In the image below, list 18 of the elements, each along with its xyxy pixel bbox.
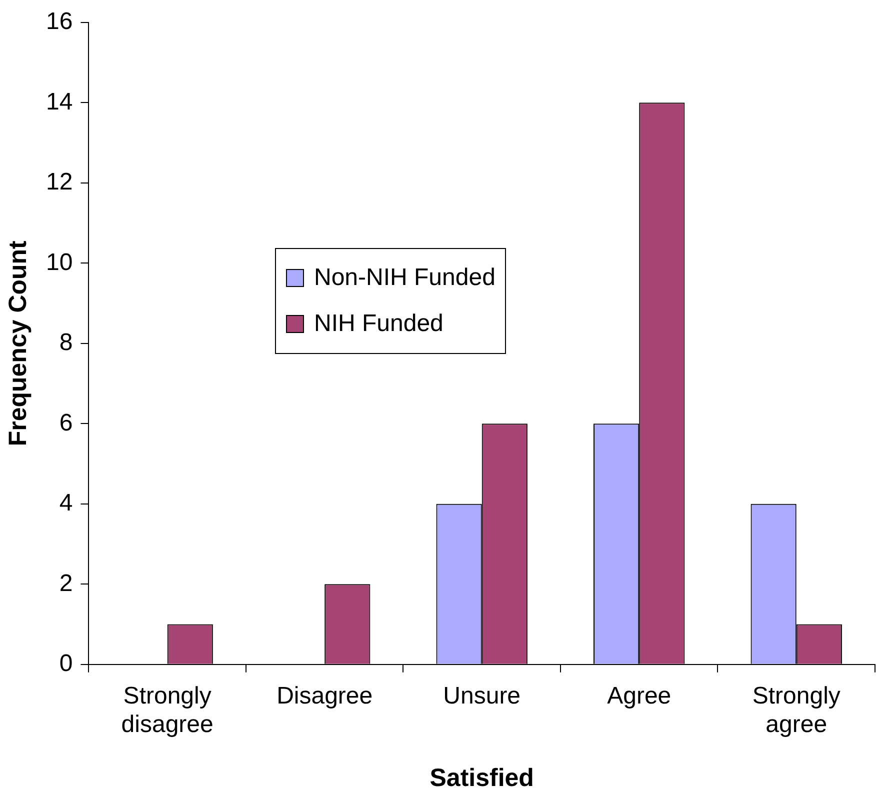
x-tick-label: Unsure: [443, 682, 521, 710]
y-tick-label: 16: [46, 8, 73, 36]
y-tick-label: 2: [59, 570, 73, 597]
x-tick-label: Strongly disagree: [121, 682, 214, 738]
y-axis-title: Frequency Count: [4, 240, 32, 446]
y-tick-label: 10: [46, 248, 73, 276]
y-tick-label: 0: [59, 650, 73, 678]
x-axis-title: Satisfied: [430, 764, 534, 792]
legend-label: Non-NIH Funded: [314, 264, 496, 292]
x-tick-label: Disagree: [276, 682, 373, 710]
y-tick-label: 14: [46, 88, 73, 116]
y-tick-label: 4: [59, 490, 73, 517]
y-tick-label: 6: [59, 409, 73, 436]
y-tick-label: 8: [59, 329, 73, 356]
y-tick-label: 12: [46, 168, 73, 196]
legend-label: NIH Funded: [314, 310, 444, 338]
x-tick-label: Strongly agree: [752, 682, 840, 738]
x-tick-label: Agree: [607, 682, 672, 710]
